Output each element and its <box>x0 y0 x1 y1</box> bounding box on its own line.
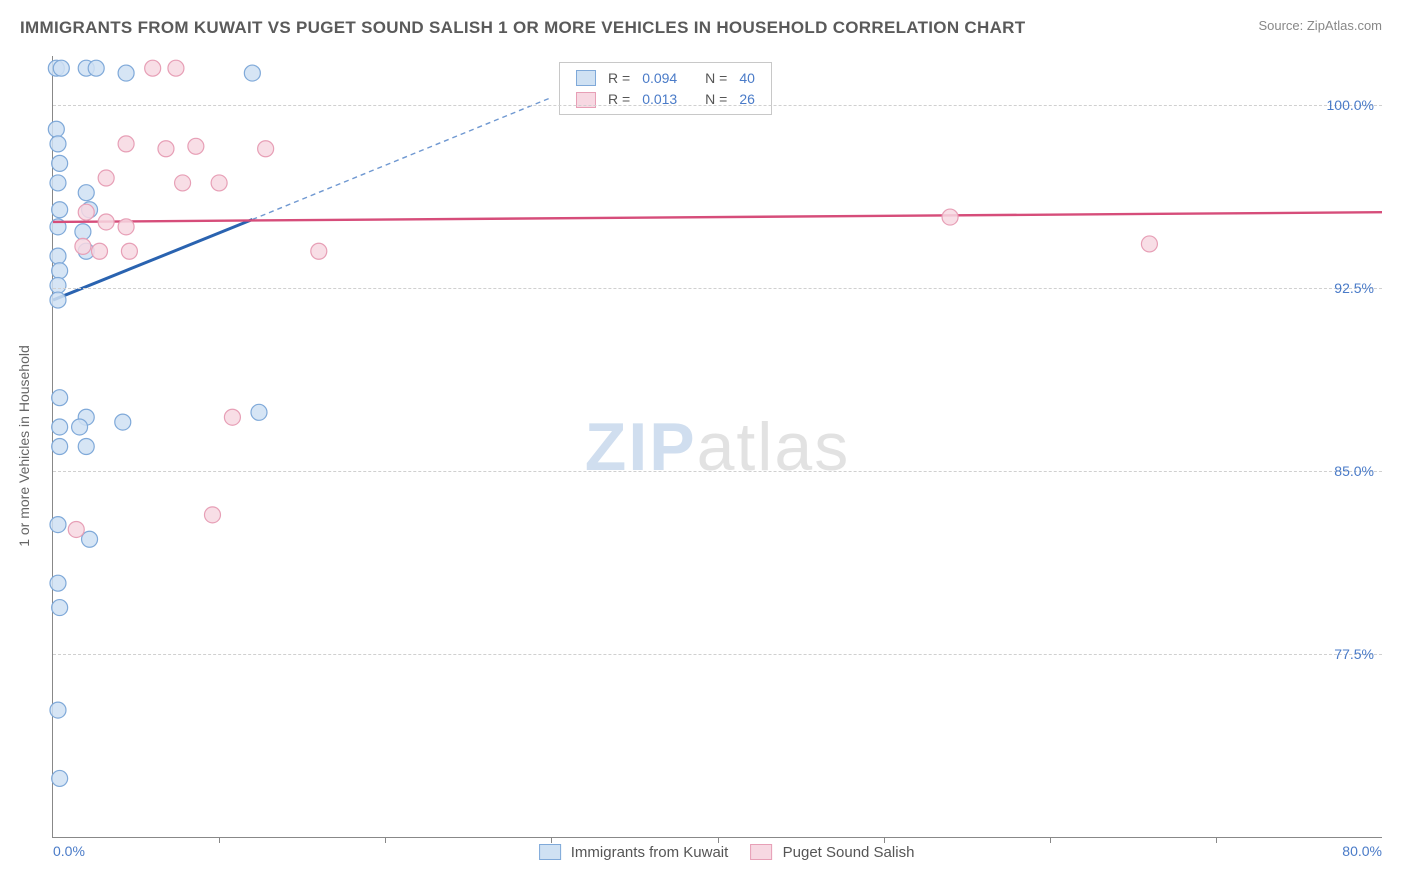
series-legend: Immigrants from Kuwait Puget Sound Salis… <box>521 844 915 861</box>
x-tick-mark <box>1216 837 1217 843</box>
x-tick-mark <box>884 837 885 843</box>
gridline <box>53 105 1382 106</box>
x-axis-min-label: 0.0% <box>53 843 85 859</box>
y-tick-label: 85.0% <box>1334 463 1374 479</box>
n-label: N = <box>699 88 733 109</box>
y-axis-label: 1 or more Vehicles in Household <box>16 345 32 547</box>
legend-label-a: Immigrants from Kuwait <box>571 844 729 861</box>
gridline <box>53 654 1382 655</box>
x-tick-mark <box>219 837 220 843</box>
legend-swatch-a <box>539 844 561 860</box>
legend-swatch-b <box>750 844 772 860</box>
x-tick-mark <box>718 837 719 843</box>
n-label: N = <box>699 67 733 88</box>
r-label: R = <box>602 67 636 88</box>
r-label: R = <box>602 88 636 109</box>
gridline <box>53 288 1382 289</box>
chart-svg <box>53 56 1382 837</box>
gridline <box>53 471 1382 472</box>
source-label: Source: ZipAtlas.com <box>1258 18 1382 33</box>
y-tick-label: 77.5% <box>1334 646 1374 662</box>
x-tick-mark <box>1050 837 1051 843</box>
y-tick-label: 100.0% <box>1327 97 1374 113</box>
plot-area: ZIPatlas R = 0.094 N = 40 R = 0.013 N = … <box>52 56 1382 838</box>
x-tick-mark <box>551 837 552 843</box>
stats-legend: R = 0.094 N = 40 R = 0.013 N = 26 <box>559 62 772 115</box>
x-axis-max-label: 80.0% <box>1342 843 1382 859</box>
legend-label-b: Puget Sound Salish <box>783 844 915 861</box>
r-value-a: 0.094 <box>636 67 683 88</box>
x-tick-mark <box>385 837 386 843</box>
y-tick-label: 92.5% <box>1334 280 1374 296</box>
stats-row-series-a: R = 0.094 N = 40 <box>570 67 761 88</box>
r-value-b: 0.013 <box>636 88 683 109</box>
chart-title: IMMIGRANTS FROM KUWAIT VS PUGET SOUND SA… <box>20 18 1025 38</box>
n-value-a: 40 <box>733 67 761 88</box>
swatch-series-a <box>576 70 596 86</box>
stats-row-series-b: R = 0.013 N = 26 <box>570 88 761 109</box>
n-value-b: 26 <box>733 88 761 109</box>
